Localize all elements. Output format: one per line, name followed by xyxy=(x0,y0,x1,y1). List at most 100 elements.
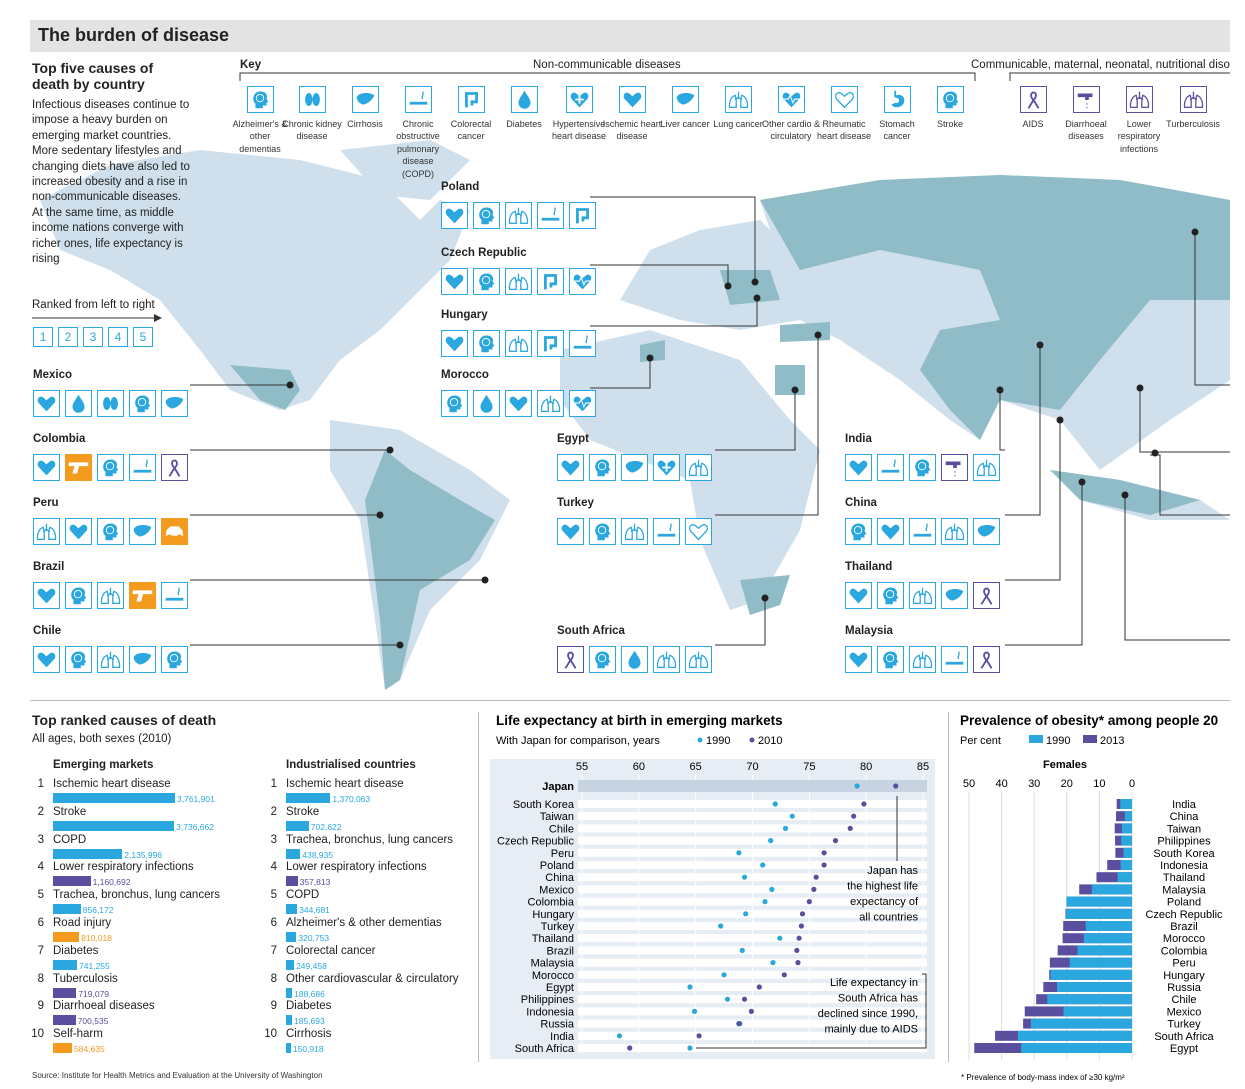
bar-1990 xyxy=(1066,908,1132,919)
row-band xyxy=(578,1031,927,1040)
x-tick-label: 65 xyxy=(690,761,702,773)
cause-bar xyxy=(286,932,297,942)
x-tick-label: 55 xyxy=(576,761,588,773)
liver-icon xyxy=(941,582,968,609)
cigarette-icon xyxy=(653,518,680,545)
point-1990 xyxy=(768,838,774,844)
bar-1990 xyxy=(1091,884,1132,895)
bar-1990 xyxy=(1121,823,1132,834)
x-tick-label: 60 xyxy=(633,761,645,773)
cigarette-icon xyxy=(537,202,564,229)
rank-box: 2 xyxy=(58,327,78,347)
country-label: Morocco xyxy=(532,970,574,982)
cause-value: 741,255 xyxy=(79,960,110,971)
cause-bar xyxy=(53,820,175,831)
cause-bar xyxy=(53,1015,76,1026)
country-label: Hungary xyxy=(532,909,574,921)
row-band xyxy=(578,861,927,869)
country-label: Egypt xyxy=(546,982,574,994)
point-1990 xyxy=(741,874,748,880)
country-label: Poland xyxy=(441,181,480,193)
legend-1990-swatch xyxy=(1029,735,1043,743)
colon-icon xyxy=(569,202,596,229)
cause-label: Lower respiratory infections xyxy=(286,861,427,874)
key-label: Liver cancer xyxy=(660,119,710,129)
heart-outline-icon xyxy=(831,86,858,113)
key-label: Other cardio & circulatory xyxy=(761,119,821,142)
country-label: Peru xyxy=(1172,958,1195,970)
heart-icon xyxy=(505,390,532,417)
legend-2013-swatch xyxy=(1083,735,1097,743)
key-label: Key xyxy=(240,59,262,71)
rank-number: 2 xyxy=(37,805,44,818)
rank-number: 10 xyxy=(31,1028,44,1041)
bar-2013 xyxy=(1116,811,1132,822)
cause-bar xyxy=(53,959,78,970)
x-tick-label: 40 xyxy=(995,778,1007,790)
heart-icon xyxy=(33,390,60,417)
region-eastern-europe xyxy=(720,270,780,305)
row-band xyxy=(578,934,927,943)
cause-value: 438,935 xyxy=(302,849,333,860)
bar-1990 xyxy=(1124,811,1132,822)
annotation-south-africa: Life expectancy in xyxy=(830,977,918,989)
point-2010 xyxy=(821,862,827,868)
rank-number: 7 xyxy=(270,944,277,957)
x-tick-label: 85 xyxy=(917,761,929,773)
car-icon xyxy=(161,518,188,545)
cause-bar xyxy=(53,1043,72,1054)
heart-outline-icon xyxy=(685,518,712,545)
lungs-icon xyxy=(909,646,936,673)
heart-icon xyxy=(441,202,468,229)
bar-1990 xyxy=(1085,921,1132,931)
point-1990 xyxy=(854,783,860,789)
point-1990 xyxy=(691,1008,698,1014)
point-1990 xyxy=(687,984,693,990)
country-label: Malaysia xyxy=(531,958,575,970)
cause-label: Ischemic heart disease xyxy=(53,778,171,790)
annotation-south-africa: South Africa has xyxy=(838,993,919,1005)
row-band xyxy=(578,970,927,979)
region-turkey xyxy=(780,322,830,342)
x-tick-label: 80 xyxy=(860,761,872,773)
country-label: China xyxy=(1170,811,1200,823)
map-heading: Top five causes of death by country xyxy=(32,60,154,92)
column-divider xyxy=(478,712,479,1062)
cause-value: 3,736,662 xyxy=(176,821,214,832)
country-label: Poland xyxy=(540,860,574,872)
communicable-label: Communicable, maternal, neonatal, nutrit… xyxy=(971,59,1230,71)
lungs-icon xyxy=(537,390,564,417)
key-label: Cirrhosis xyxy=(347,119,383,129)
rank-number: 3 xyxy=(37,833,44,846)
lungs-icon xyxy=(725,86,752,113)
annotation-south-africa: declined since 1990, xyxy=(818,1008,918,1020)
obesity-chart-subtitle: Per cent xyxy=(960,735,1001,747)
rank-box: 4 xyxy=(108,327,128,347)
country-label: Peru xyxy=(551,848,574,860)
cause-bar xyxy=(53,848,123,859)
country-label: India xyxy=(550,1031,575,1043)
cause-value: 2,135,996 xyxy=(124,849,163,860)
cause-label: Cirrhosis xyxy=(286,1028,332,1041)
point-1990 xyxy=(762,899,768,905)
gun-icon xyxy=(65,454,92,481)
annotation-south-africa-leader xyxy=(695,973,927,1049)
head-icon xyxy=(473,268,500,295)
liver-icon xyxy=(129,646,156,673)
country-label: Colombia xyxy=(1161,945,1208,957)
lungs-icon xyxy=(505,268,532,295)
rank-number: 3 xyxy=(270,833,277,846)
country-label: Turkey xyxy=(541,921,575,933)
lungs-icon xyxy=(973,454,1000,481)
lungs-icon xyxy=(909,582,936,609)
cause-value: 150,918 xyxy=(292,1044,324,1055)
head-icon xyxy=(589,646,616,673)
cause-value: 249,458 xyxy=(296,960,327,971)
point-1990 xyxy=(777,935,783,941)
ribbon-icon xyxy=(1020,86,1047,113)
rank-number: 5 xyxy=(37,889,44,902)
source-note: Source: Institute for Health Metrics and… xyxy=(32,1071,323,1080)
point-1990 xyxy=(782,825,789,831)
rank-number: 8 xyxy=(37,972,44,985)
country-label: Czech Republic xyxy=(441,247,527,259)
